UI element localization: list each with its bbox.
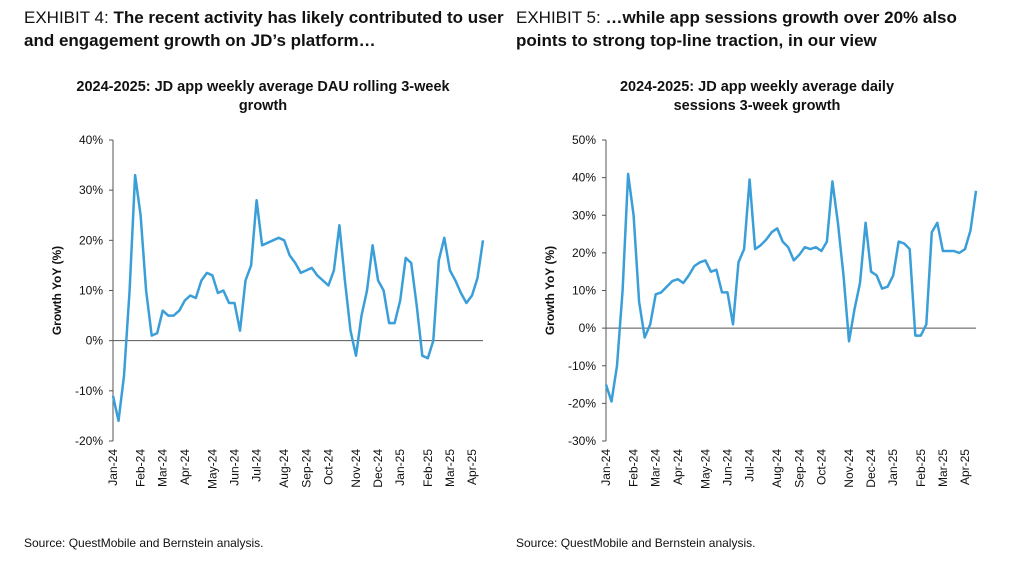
x-tick-label: Mar-25	[443, 449, 457, 487]
x-tick-label: Jun-24	[720, 449, 734, 486]
x-tick-label: Feb-25	[914, 449, 928, 487]
x-tick-label: Jul-24	[250, 449, 264, 482]
x-tick-label: Apr-24	[178, 449, 192, 485]
exhibit-heading: EXHIBIT 5: …while app sessions growth ov…	[516, 6, 1006, 52]
x-tick-label: Jan-25	[393, 449, 407, 486]
y-axis-label: Growth YoY (%)	[50, 246, 64, 335]
exhibit-heading: EXHIBIT 4: The recent activity has likel…	[24, 6, 514, 52]
x-tick-label: Mar-24	[649, 449, 663, 487]
x-tick-label: Apr-24	[671, 449, 685, 485]
chart-title: 2024-2025: JD app weekly average daily s…	[619, 79, 895, 114]
exhibit-title: The recent activity has likely contribut…	[24, 8, 504, 50]
y-tick-label: 10%	[572, 284, 596, 298]
x-tick-label: Nov-24	[349, 449, 363, 488]
line-series	[111, 173, 485, 423]
x-tick-label: Sep-24	[792, 449, 806, 488]
x-tick-label: Aug-24	[277, 449, 291, 488]
exhibit-title: …while app sessions growth over 20% also…	[516, 8, 957, 50]
source-note: Source: QuestMobile and Bernstein analys…	[24, 536, 264, 550]
x-tick-label: Jan-25	[886, 449, 900, 486]
y-tick-label: 0%	[579, 321, 597, 335]
y-axis-label: Growth YoY (%)	[543, 246, 557, 335]
y-tick-label: -10%	[568, 359, 596, 373]
exhibit-label: EXHIBIT 5:	[516, 8, 601, 27]
y-tick-label: 20%	[572, 246, 596, 260]
x-tick-label: Nov-24	[842, 449, 856, 488]
x-tick-label: Mar-25	[936, 449, 950, 487]
x-tick-label: Jan-24	[599, 449, 613, 486]
x-tick-label: Mar-24	[156, 449, 170, 487]
x-tick-label: May-24	[698, 449, 712, 489]
x-tick-label: Dec-24	[371, 449, 385, 488]
y-tick-label: 40%	[79, 133, 103, 147]
x-tick-label: Oct-24	[321, 449, 335, 485]
x-tick-label: Aug-24	[770, 449, 784, 488]
x-tick-label: Jan-24	[106, 449, 120, 486]
source-note: Source: QuestMobile and Bernstein analys…	[516, 536, 756, 550]
x-tick-label: Apr-25	[958, 449, 972, 485]
x-tick-label: Feb-25	[421, 449, 435, 487]
x-tick-label: Jul-24	[743, 449, 757, 482]
y-tick-label: 20%	[79, 233, 103, 247]
x-tick-label: Jun-24	[227, 449, 241, 486]
y-tick-label: 30%	[572, 208, 596, 222]
x-tick-label: Apr-25	[465, 449, 479, 485]
x-tick-label: May-24	[205, 449, 219, 489]
y-tick-label: -30%	[568, 434, 596, 448]
exhibit-label: EXHIBIT 4:	[24, 8, 109, 27]
x-tick-label: Dec-24	[864, 449, 878, 488]
x-tick-label: Oct-24	[814, 449, 828, 485]
y-tick-label: -20%	[75, 434, 103, 448]
y-tick-label: 10%	[79, 284, 103, 298]
line-series	[604, 172, 978, 403]
x-tick-label: Feb-24	[134, 449, 148, 487]
y-tick-label: 30%	[79, 183, 103, 197]
y-tick-label: 0%	[86, 334, 104, 348]
y-tick-label: 50%	[572, 133, 596, 147]
x-tick-label: Sep-24	[299, 449, 313, 488]
y-tick-label: 40%	[572, 171, 596, 185]
chart-title: 2024-2025: JD app weekly average DAU rol…	[76, 79, 450, 114]
x-tick-label: Feb-24	[627, 449, 641, 487]
y-tick-label: -20%	[568, 396, 596, 410]
y-tick-label: -10%	[75, 384, 103, 398]
